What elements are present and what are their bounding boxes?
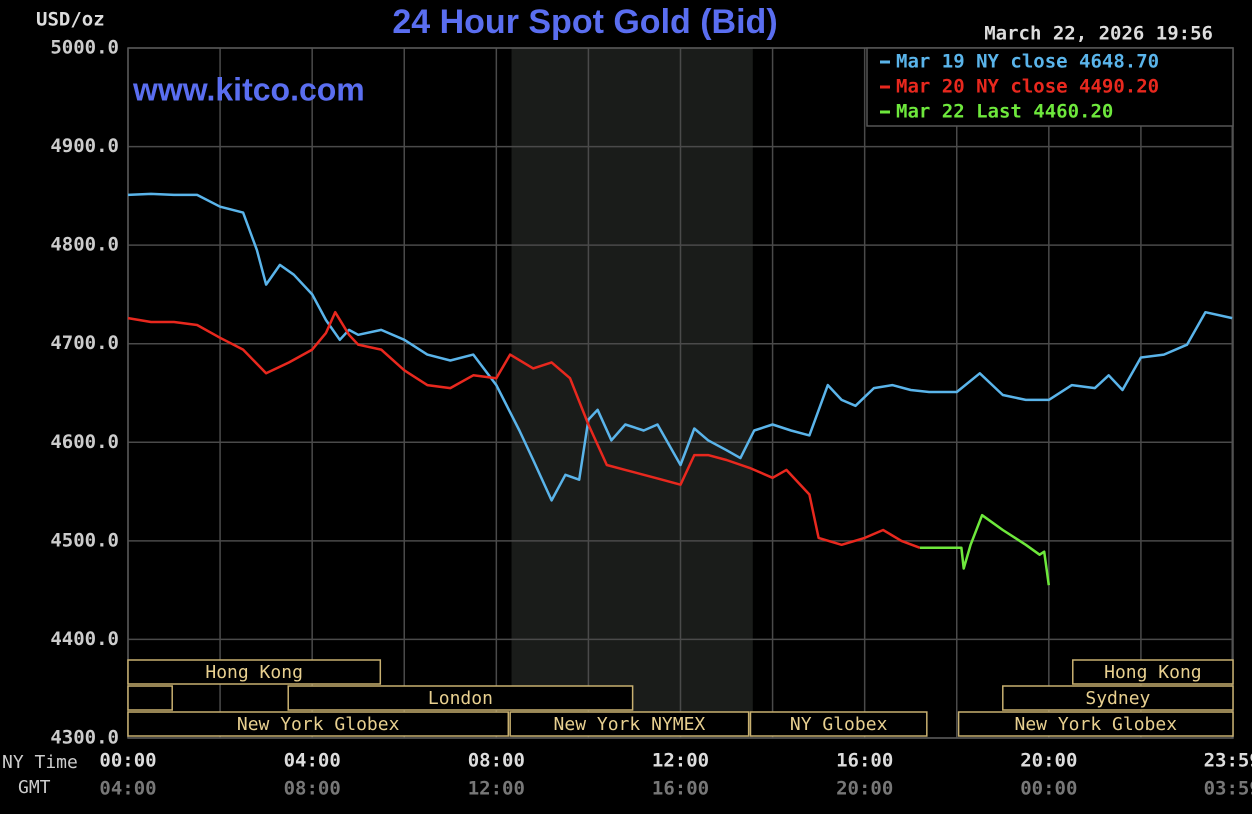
gmt-tick-label: 04:00 (99, 778, 156, 800)
gmt-tick-label: 08:00 (284, 778, 341, 800)
session-box (509, 711, 750, 737)
y-tick-label: 4600.0 (50, 431, 119, 453)
session-label: Hong Kong (1104, 662, 1202, 683)
x-tick-label: 23:59 (1204, 750, 1252, 772)
price-line (127, 310, 921, 549)
watermark: www.kitco.com (132, 71, 365, 107)
gmt-tick-label: 16:00 (652, 778, 709, 800)
session-box (127, 685, 173, 711)
x-tick-label: 04:00 (284, 750, 341, 772)
legend-box (866, 47, 1234, 127)
price-line (127, 192, 1233, 502)
y-unit: USD/oz (36, 9, 105, 31)
session-box (127, 659, 382, 685)
y-tick-label: 4400.0 (50, 628, 119, 650)
x-axis-label: NY Time (2, 752, 78, 773)
y-tick-label: 4500.0 (50, 529, 119, 551)
legend-label: Mar 19 NY close 4648.70 (896, 51, 1159, 73)
y-tick-label: 4900.0 (50, 135, 119, 157)
session-label: New York Globex (237, 714, 400, 735)
y-tick-label: 4800.0 (50, 234, 119, 256)
y-tick-label: 4700.0 (50, 332, 119, 354)
legend-label: Mar 22 Last 4460.20 (896, 101, 1113, 123)
x-tick-label: 12:00 (652, 750, 709, 772)
x-tick-label: 20:00 (1020, 750, 1077, 772)
x-axis-label: GMT (18, 777, 51, 798)
timestamp: March 22, 2026 19:56 (984, 23, 1213, 45)
session-box (1072, 659, 1234, 685)
gmt-tick-label: 12:00 (468, 778, 525, 800)
session-label: New York NYMEX (554, 714, 706, 735)
y-tick-label: 5000.0 (50, 37, 119, 59)
gmt-tick-label: 03:59 (1204, 778, 1252, 800)
session-box (1002, 685, 1234, 711)
x-tick-label: 00:00 (99, 750, 156, 772)
plot-border (127, 47, 1234, 739)
session-label: NY Globex (790, 714, 888, 735)
session-label: London (428, 688, 493, 709)
session-label: New York Globex (1015, 714, 1178, 735)
y-tick-label: 4300.0 (50, 727, 119, 749)
x-tick-label: 16:00 (836, 750, 893, 772)
x-tick-label: 08:00 (468, 750, 525, 772)
session-box (749, 711, 928, 737)
shaded-region (511, 48, 753, 738)
gmt-tick-label: 20:00 (836, 778, 893, 800)
session-box (127, 711, 510, 737)
legend-label: Mar 20 NY close 4490.20 (896, 76, 1159, 98)
session-box (287, 685, 634, 711)
chart-title: 24 Hour Spot Gold (Bid) (392, 3, 777, 41)
session-box (957, 711, 1234, 737)
price-line (919, 513, 1051, 586)
gmt-tick-label: 00:00 (1020, 778, 1077, 800)
session-label: Sydney (1085, 688, 1150, 709)
session-label: Hong Kong (205, 662, 303, 683)
